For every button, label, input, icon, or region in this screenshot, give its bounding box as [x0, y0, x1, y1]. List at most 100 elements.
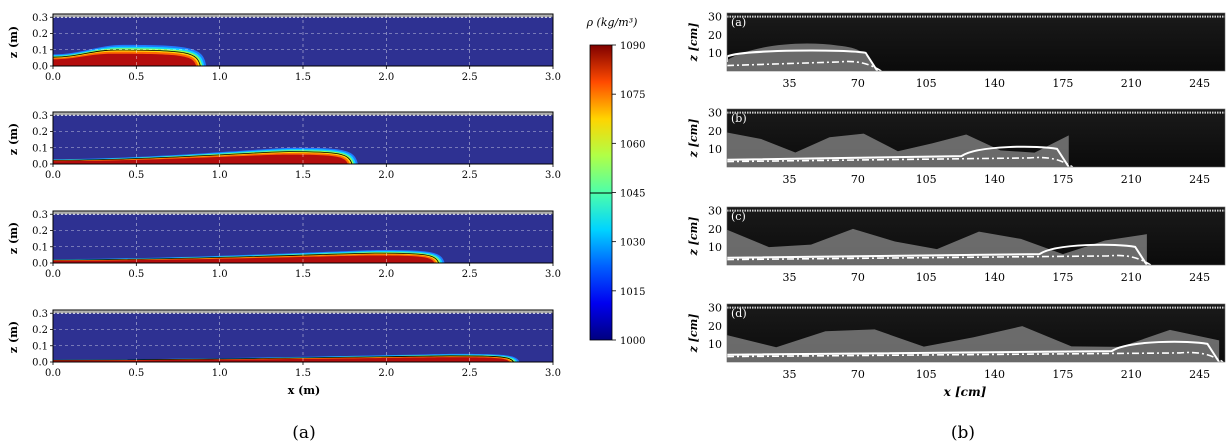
- colorbar-tick-label: 1015: [620, 287, 645, 298]
- photo-panel-label: (d): [731, 307, 747, 320]
- photo-ylabel: z [cm]: [687, 23, 700, 63]
- experiment-front-line: [726, 340, 1220, 363]
- experiment-photo-figure: (a) 30 20 10 z [cm] 35 70 105 140 175 210 245 (b) 30 2…: [687, 11, 1226, 443]
- photo-ytick-label: 20: [708, 125, 722, 138]
- left-ylabel-2: z (m): [7, 123, 20, 155]
- left-ylabel-4: z (m): [7, 321, 20, 353]
- xtick-label: 3.0: [545, 368, 561, 379]
- photo-ylabel: z [cm]: [687, 314, 700, 354]
- photo-ylabel: z [cm]: [687, 119, 700, 159]
- xtick-label: 2.0: [378, 170, 394, 181]
- xtick-label: 0.0: [45, 72, 61, 83]
- caption-a: (a): [292, 423, 315, 443]
- photo-ylabel: z [cm]: [687, 217, 700, 257]
- experiment-front-line: [726, 49, 879, 72]
- ytick-label: 0.3: [32, 210, 48, 221]
- photo-xtick-label: 140: [984, 77, 1005, 90]
- xtick-label: 1.0: [212, 72, 228, 83]
- xtick-label: 1.0: [212, 269, 228, 280]
- xtick-label: 1.5: [295, 72, 311, 83]
- simulation-front-line: [726, 60, 882, 72]
- colorbar-tick-label: 1075: [620, 90, 645, 101]
- simulation-front-line: [726, 156, 1074, 168]
- photo-ytick-label: 10: [708, 241, 722, 254]
- photo-panel-label: (b): [731, 112, 747, 125]
- photo-xtick-label: 210: [1121, 173, 1142, 186]
- sim-panel-2: 0.0 0.1 0.2 0.3 0.0 0.5 1.0 1.5 2.0 2.5 3.0: [32, 111, 561, 181]
- photo-panel-label: (c): [731, 210, 746, 223]
- photo-ytick-label: 20: [708, 223, 722, 236]
- xtick-label: 0.5: [128, 170, 144, 181]
- density-contour-6: [53, 357, 510, 362]
- xtick-label: 2.5: [462, 72, 478, 83]
- xtick-label: 3.0: [545, 269, 561, 280]
- ytick-label: 0.0: [32, 358, 48, 369]
- left-ylabel-1: z (m): [7, 26, 20, 58]
- photo-xtick-label: 210: [1121, 271, 1142, 284]
- xtick-label: 2.0: [378, 269, 394, 280]
- xtick-label: 0.5: [128, 368, 144, 379]
- xtick-label: 2.5: [462, 170, 478, 181]
- xtick-label: 2.5: [462, 368, 478, 379]
- photo-xtick-label: 105: [916, 77, 937, 90]
- sim-panel-1: 0.0 0.1 0.2 0.3 0.0 0.5 1.0 1.5 2.0 2.5 3.0: [32, 13, 561, 83]
- photo-xtick-label: 210: [1121, 77, 1142, 90]
- xtick-label: 3.0: [545, 170, 561, 181]
- simulation-front-line: [726, 351, 1224, 363]
- photo-frame: [726, 108, 1226, 168]
- photo-xtick-label: 175: [1052, 173, 1073, 186]
- photo-ytick-label: 10: [708, 143, 722, 156]
- photo-xtick-label: 35: [782, 173, 796, 186]
- density-contour-6: [53, 255, 435, 263]
- photo-frame: [726, 12, 1226, 72]
- ytick-label: 0.2: [32, 325, 48, 336]
- photo-ytick-label: 30: [708, 107, 722, 120]
- xtick-label: 0.5: [128, 269, 144, 280]
- photo-ytick-label: 10: [708, 338, 722, 351]
- experiment-panels: (a) 30 20 10 z [cm] 35 70 105 140 175 210 245 (b) 30 2…: [687, 11, 1226, 381]
- photo-xtick-label: 70: [851, 368, 865, 381]
- ytick-label: 0.3: [32, 111, 48, 122]
- photo-panel-2: (b) 30 20 10 z [cm] 35 70 105 140 175 210 245: [687, 107, 1226, 186]
- photo-xtick-label: 140: [984, 368, 1005, 381]
- ytick-label: 0.3: [32, 13, 48, 24]
- ytick-label: 0.1: [32, 341, 48, 352]
- photo-frame: [726, 206, 1226, 266]
- xtick-label: 1.0: [212, 170, 228, 181]
- ytick-label: 0.1: [32, 242, 48, 253]
- right-xlabel: x [cm]: [943, 385, 987, 399]
- photo-frame: [726, 303, 1226, 363]
- photo-ytick-label: 30: [708, 205, 722, 218]
- photo-xtick-label: 245: [1189, 77, 1210, 90]
- photo-xtick-label: 175: [1052, 271, 1073, 284]
- xtick-label: 2.0: [378, 72, 394, 83]
- ytick-label: 0.3: [32, 309, 48, 320]
- ytick-label: 0.2: [32, 127, 48, 138]
- sim-panel-4: 0.0 0.1 0.2 0.3 0.0 0.5 1.0 1.5 2.0 2.5 3.0: [32, 309, 561, 379]
- photo-xtick-label: 70: [851, 77, 865, 90]
- photo-xtick-label: 105: [916, 173, 937, 186]
- photo-xtick-label: 245: [1189, 368, 1210, 381]
- photo-xtick-label: 70: [851, 271, 865, 284]
- photo-panel-1: (a) 30 20 10 z [cm] 35 70 105 140 175 210 245: [687, 11, 1226, 90]
- photo-xtick-label: 175: [1052, 77, 1073, 90]
- xtick-label: 2.0: [378, 368, 394, 379]
- simulation-density-figure: 0.0 0.1 0.2 0.3 0.0 0.5 1.0 1.5 2.0 2.5 3.0 0.0 0.1 0…: [7, 13, 645, 443]
- xtick-label: 0.0: [45, 368, 61, 379]
- density-contour-6: [53, 53, 197, 66]
- photo-xtick-label: 140: [984, 271, 1005, 284]
- photo-ytick-label: 20: [708, 29, 722, 42]
- photo-xtick-label: 245: [1189, 271, 1210, 284]
- photo-ytick-label: 30: [708, 302, 722, 315]
- photo-xtick-label: 105: [916, 271, 937, 284]
- photo-panel-4: (d) 30 20 10 z [cm] 35 70 105 140 175 210 245: [687, 302, 1226, 381]
- colorbar-tick-label: 1000: [620, 336, 645, 347]
- colorbar-tick-label: 1060: [620, 139, 645, 150]
- photo-xtick-label: 175: [1052, 368, 1073, 381]
- xtick-label: 0.0: [45, 170, 61, 181]
- xtick-label: 0.0: [45, 269, 61, 280]
- photo-ytick-label: 30: [708, 11, 722, 24]
- photo-xtick-label: 140: [984, 173, 1005, 186]
- caption-b: (b): [951, 423, 975, 443]
